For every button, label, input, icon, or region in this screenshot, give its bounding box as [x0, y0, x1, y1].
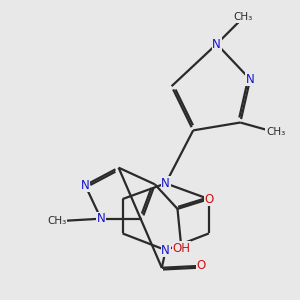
Text: N: N: [212, 38, 221, 50]
Text: N: N: [161, 244, 170, 256]
Text: N: N: [97, 212, 105, 225]
Text: N: N: [161, 177, 170, 190]
Text: O: O: [204, 193, 214, 206]
Text: O: O: [196, 259, 206, 272]
Text: N: N: [246, 73, 254, 86]
Text: CH₃: CH₃: [234, 13, 253, 22]
Text: CH₃: CH₃: [47, 216, 67, 226]
Text: N: N: [81, 179, 90, 192]
Text: OH: OH: [172, 242, 190, 255]
Text: CH₃: CH₃: [266, 127, 285, 137]
